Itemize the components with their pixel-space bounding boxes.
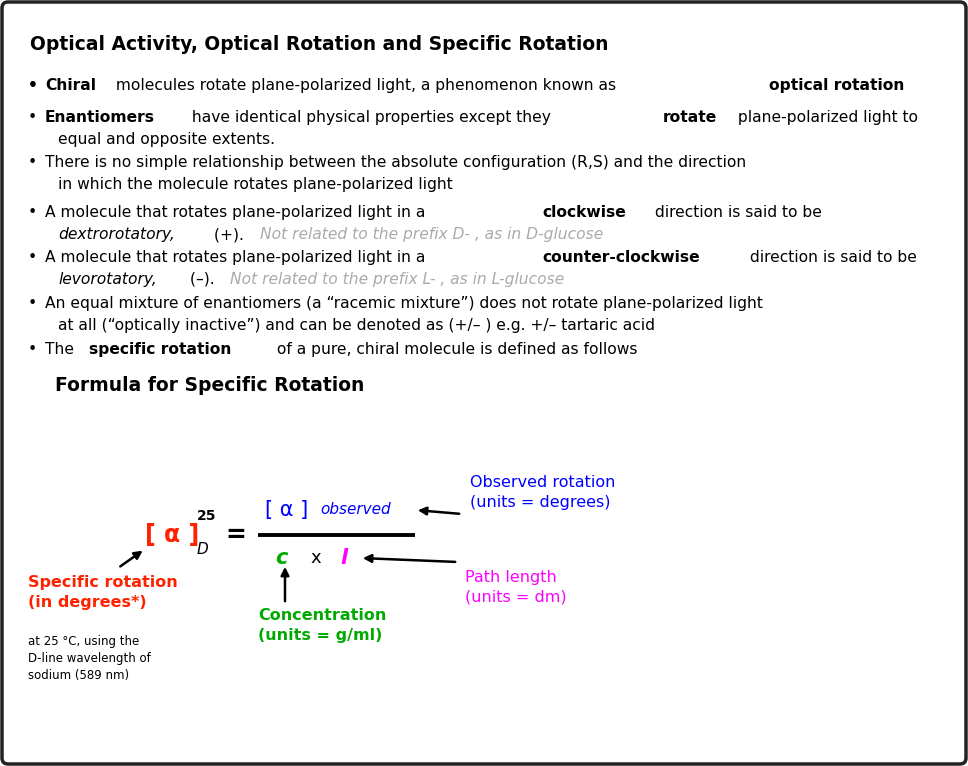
Text: rotate: rotate [663,110,717,125]
Text: levorotatory,: levorotatory, [58,272,157,287]
Text: Observed rotation
(units = degrees): Observed rotation (units = degrees) [470,475,616,510]
Text: [ α ]: [ α ] [265,500,308,520]
Text: direction is said to be: direction is said to be [745,250,918,265]
Text: •: • [28,110,37,125]
Text: A molecule that rotates plane-polarized light in a: A molecule that rotates plane-polarized … [45,250,430,265]
Text: •: • [28,78,38,93]
Text: c: c [275,548,287,568]
Text: There is no simple relationship between the absolute configuration (R,S) and the: There is no simple relationship between … [45,155,746,170]
Text: equal and opposite extents.: equal and opposite extents. [58,132,275,147]
Text: direction is said to be: direction is said to be [650,205,822,220]
Text: •: • [28,296,37,311]
Text: (–).: (–). [185,272,220,287]
Text: of a pure, chiral molecule is defined as follows: of a pure, chiral molecule is defined as… [272,342,638,357]
Text: •: • [28,250,37,265]
Text: Formula for Specific Rotation: Formula for Specific Rotation [55,376,364,395]
Text: Enantiomers: Enantiomers [45,110,155,125]
Text: •: • [28,155,37,170]
Text: have identical physical properties except they: have identical physical properties excep… [187,110,556,125]
Text: •: • [28,342,37,357]
Text: The: The [45,342,78,357]
Text: x: x [310,549,320,567]
Text: specific rotation: specific rotation [89,342,231,357]
Text: Not related to the prefix L- , as in L-glucose: Not related to the prefix L- , as in L-g… [229,272,564,287]
Text: (+).: (+). [209,227,249,242]
Text: in which the molecule rotates plane-polarized light: in which the molecule rotates plane-pola… [58,177,453,192]
Text: Chiral: Chiral [45,78,96,93]
Text: =: = [225,523,246,547]
Text: at all (“optically inactive”) and can be denoted as (+/– ) e.g. +/– tartaric aci: at all (“optically inactive”) and can be… [58,318,655,333]
Text: Not related to the prefix D- , as in D-glucose: Not related to the prefix D- , as in D-g… [260,227,603,242]
Text: D: D [197,542,209,558]
Text: [ α ]: [ α ] [145,523,199,547]
Text: optical rotation: optical rotation [769,78,904,93]
Text: An equal mixture of enantiomers (a “racemic mixture”) does not rotate plane-pola: An equal mixture of enantiomers (a “race… [45,296,763,311]
Text: Specific rotation
(in degrees*): Specific rotation (in degrees*) [28,575,178,610]
Text: A molecule that rotates plane-polarized light in a: A molecule that rotates plane-polarized … [45,205,430,220]
Text: plane-polarized light to: plane-polarized light to [733,110,918,125]
Text: •: • [28,78,37,93]
Text: observed: observed [320,502,391,518]
Text: Concentration
(units = g/ml): Concentration (units = g/ml) [258,608,386,643]
Text: Optical Activity, Optical Rotation and Specific Rotation: Optical Activity, Optical Rotation and S… [30,35,609,54]
Text: l: l [340,548,348,568]
Text: clockwise: clockwise [542,205,626,220]
Text: counter-clockwise: counter-clockwise [542,250,700,265]
Text: 25: 25 [197,509,217,523]
Text: Path length
(units = dm): Path length (units = dm) [465,570,566,605]
Text: molecules rotate plane-polarized light, a phenomenon known as: molecules rotate plane-polarized light, … [110,78,620,93]
Text: dextrorotatory,: dextrorotatory, [58,227,175,242]
Text: •: • [28,205,37,220]
Text: at 25 °C, using the
D-line wavelength of
sodium (589 nm): at 25 °C, using the D-line wavelength of… [28,635,151,682]
